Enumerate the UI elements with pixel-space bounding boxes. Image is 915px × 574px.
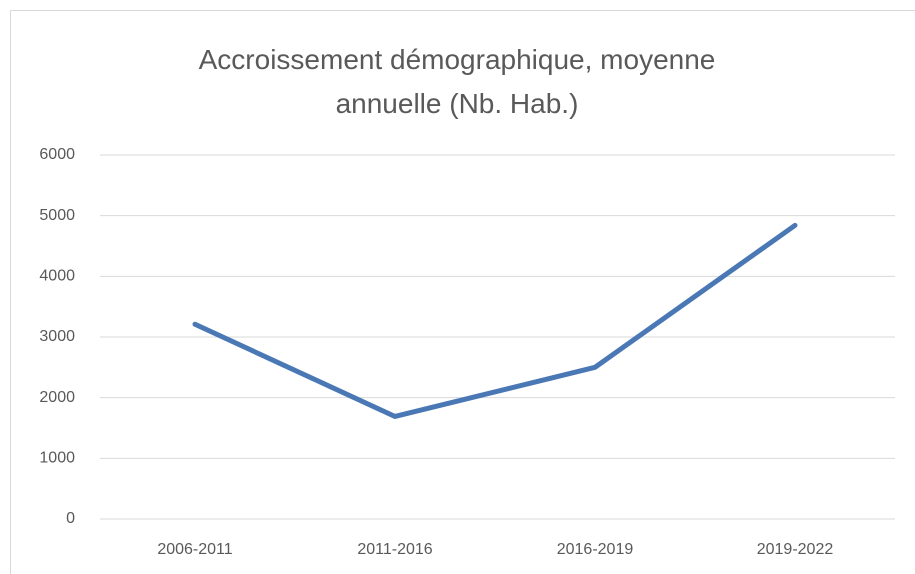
y-tick-label: 6000 [39, 146, 75, 163]
y-tick-label: 5000 [39, 207, 75, 224]
x-tick-label: 2006-2011 [157, 541, 232, 558]
x-tick-label: 2011-2016 [357, 541, 432, 558]
y-tick-label: 1000 [39, 450, 75, 467]
y-tick-label: 0 [66, 510, 75, 527]
chart-title: Accroissement démographique, moyenne ann… [198, 44, 716, 119]
line-series [192, 222, 798, 419]
y-tick-label: 2000 [39, 389, 75, 406]
y-tick-label: 3000 [39, 328, 75, 345]
x-tick-label: 2019-2022 [757, 541, 834, 558]
y-tick-label: 4000 [39, 268, 75, 285]
x-tick-label: 2016-2019 [557, 541, 634, 558]
chart-border [10, 10, 915, 574]
